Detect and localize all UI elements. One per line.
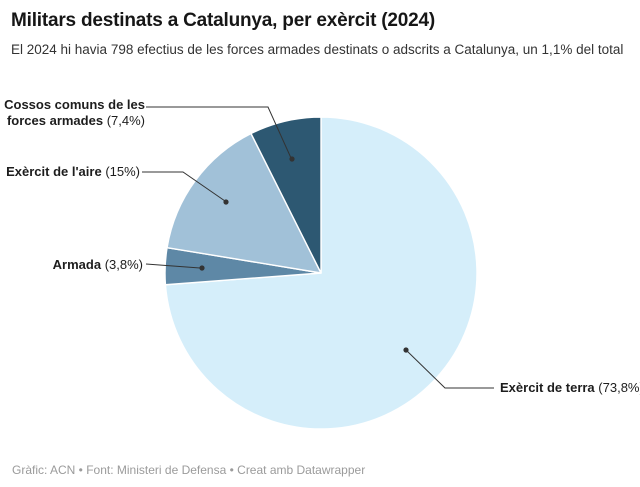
callout-label-armada: Armada (3,8%): [53, 257, 143, 273]
pie-slice-cossos-comuns[interactable]: [250, 116, 322, 274]
slice-percentage: (3,8%): [104, 257, 143, 272]
callout-label-exercit-de-laire: Exèrcit de l'aire (15%): [6, 164, 140, 180]
page-title: Militars destinats a Catalunya, per exèr…: [11, 10, 436, 31]
slice-percentage: (7,4%): [106, 113, 145, 128]
callout-label-cossos-comuns: Cossos comuns de les forces armades (7,4…: [4, 97, 145, 129]
leader-dot-armada: [199, 265, 205, 271]
slice-label: Exèrcit de terra: [500, 380, 595, 395]
slice-label: Armada: [52, 257, 102, 272]
leader-line-aire: [142, 171, 226, 202]
leader-dot-aire: [223, 199, 229, 205]
leader-lines: [142, 106, 494, 389]
leader-line-cossos: [146, 106, 292, 159]
pie-slices: [164, 116, 478, 430]
leader-line-terra: [405, 349, 494, 389]
footer-credit: Gràfic: ACN • Font: Ministeri de Defensa…: [12, 463, 366, 477]
leader-line-armada: [145, 263, 201, 269]
slice-label: Exèrcit de l'aire: [6, 164, 102, 179]
slice-label: Cossos comuns de les forces armades: [4, 97, 145, 128]
leader-dots: [199, 156, 409, 353]
pie-chart-svg: [142, 106, 494, 430]
slice-percentage: (15%): [105, 164, 140, 179]
slice-percentage: (73,8%): [598, 380, 640, 395]
leader-dot-terra: [403, 347, 409, 353]
callout-label-exercit-de-terra: Exèrcit de terra (73,8%): [500, 380, 640, 396]
chart-subtitle: El 2024 hi havia 798 efectius de les for…: [11, 42, 624, 57]
leader-dot-cossos: [289, 156, 295, 162]
chart-header: Militars destinats a Catalunya, per exèr…: [0, 0, 640, 93]
pie-chart-area: Cossos comuns de les forces armades (7,4…: [0, 93, 640, 447]
